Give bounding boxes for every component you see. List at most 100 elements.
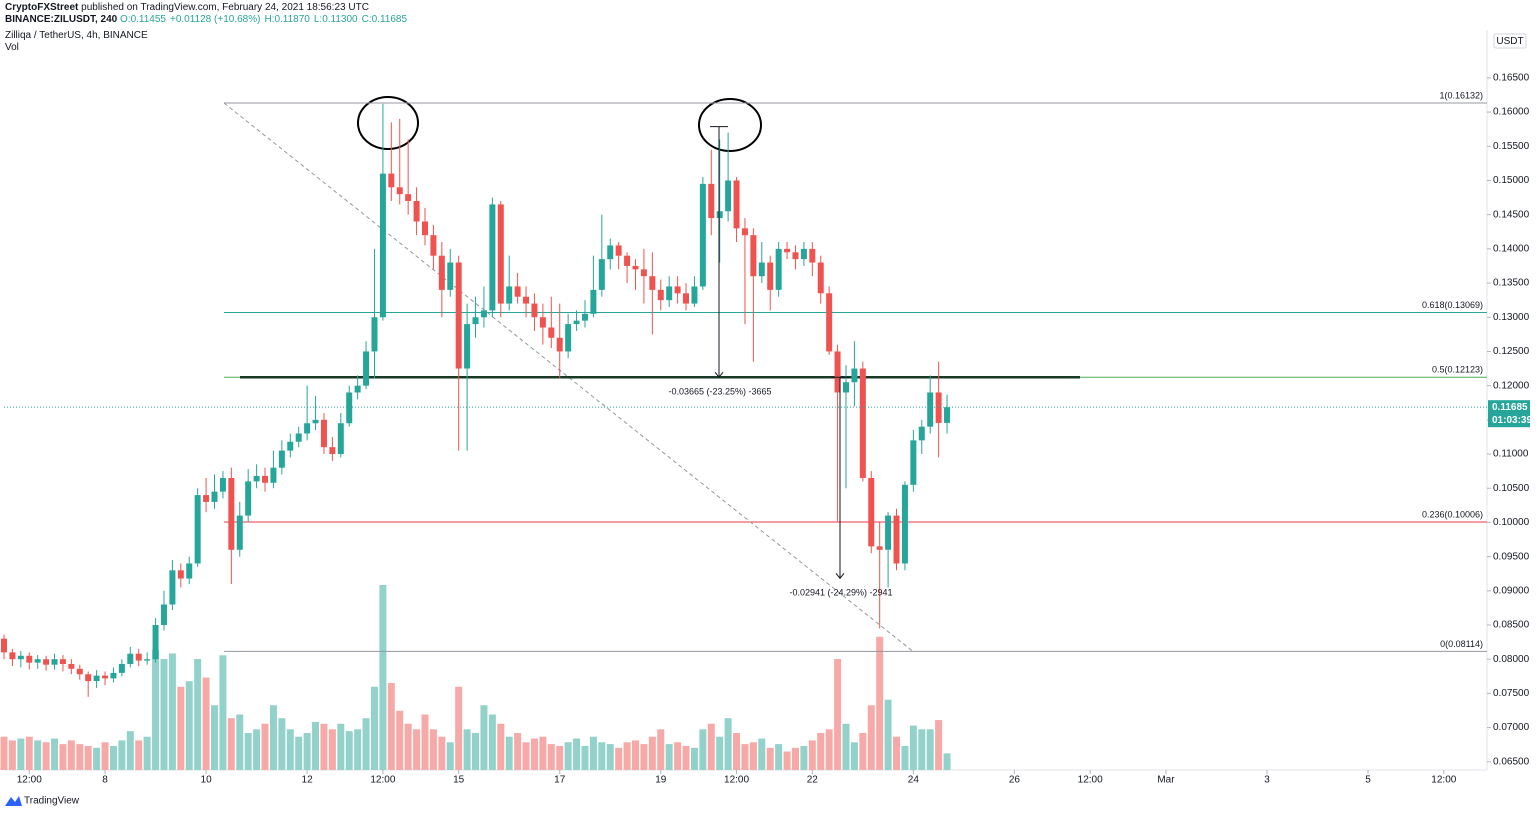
candle-body (632, 265, 639, 270)
y-tick-label: 0.09500 (1493, 551, 1530, 562)
candle-body (523, 296, 530, 304)
y-tick-label: 0.10000 (1493, 517, 1530, 528)
candle-body (843, 382, 849, 393)
candle-body (194, 495, 201, 564)
quote-item: +0.01128 (+10.68%) (170, 14, 261, 25)
volume-bar (926, 729, 934, 770)
candle-body (320, 419, 327, 448)
candle-body (102, 675, 109, 679)
brand: TradingView (24, 796, 80, 807)
volume-bar (446, 742, 454, 770)
candle-body (565, 324, 572, 352)
measure-arrow (714, 371, 724, 379)
fib-label: 1(0.16132) (1439, 90, 1483, 100)
candle-body (93, 675, 100, 682)
volume-bar (25, 736, 33, 770)
volume-bar (236, 714, 244, 770)
candle-body (548, 327, 555, 338)
currency-box[interactable] (1493, 33, 1527, 49)
x-tick-label: 24 (908, 775, 920, 786)
candle-body (893, 515, 900, 564)
candle-body (51, 659, 58, 665)
candle-body (868, 477, 875, 547)
volume-bar (850, 742, 858, 770)
candle-body (388, 173, 395, 188)
volume-bar (253, 729, 261, 770)
x-tick-label: 12:00 (1078, 775, 1103, 786)
y-tick-label: 0.10500 (1493, 483, 1530, 494)
volume-bar (564, 742, 572, 770)
volume-bar (648, 736, 656, 770)
candle-body (169, 570, 176, 605)
volume-bar (766, 747, 774, 770)
candle-body (152, 625, 159, 660)
candle-body (741, 228, 748, 236)
candle-body (228, 477, 235, 550)
candle-body (295, 433, 302, 442)
publisher: CryptoFXStreet (5, 2, 79, 13)
volume-bar (472, 733, 480, 770)
candle-body (59, 659, 66, 664)
x-tick-label: 26 (1009, 775, 1021, 786)
y-tick-label: 0.14500 (1493, 209, 1530, 220)
x-tick-label: 12:00 (370, 775, 395, 786)
volume-bar (589, 736, 597, 770)
volume-bar (615, 747, 623, 770)
candle-body (363, 351, 370, 386)
candle-body (371, 317, 378, 352)
volume-bar (733, 733, 741, 770)
volume-bar (101, 742, 109, 770)
volume-bar (396, 710, 404, 770)
y-tick-label: 0.12000 (1493, 380, 1530, 391)
x-tick-label: 12 (302, 775, 314, 786)
candle-body (876, 546, 883, 550)
candle-body (590, 289, 597, 314)
volume-bar (413, 729, 421, 770)
candle-body (834, 351, 841, 393)
candle-body (118, 663, 125, 673)
candle-body (607, 245, 614, 260)
candle-body (329, 447, 336, 455)
published: published on TradingView.com, February 2… (81, 2, 369, 13)
candle-body (354, 385, 361, 393)
volume-bar (109, 745, 117, 770)
volume-bar (539, 736, 547, 770)
volume-bar (152, 649, 160, 770)
volume-bar (488, 714, 496, 770)
y-tick-label: 0.13500 (1493, 278, 1530, 289)
candle-body (514, 286, 521, 297)
volume-bar (665, 744, 673, 770)
volume-bar (202, 677, 210, 770)
volume-bar (118, 740, 126, 770)
volume-bar (884, 699, 892, 770)
x-tick-label: 8 (102, 775, 108, 786)
fib-label: 0.5(0.12123) (1432, 365, 1483, 375)
volume-bar (918, 729, 926, 770)
volume-bar (817, 733, 825, 770)
candle-body (17, 655, 24, 660)
candle-body (85, 674, 92, 682)
candle-body (733, 180, 740, 229)
volume-bar (901, 745, 909, 770)
currency: USDT (1496, 36, 1523, 47)
symbol: BINANCE:ZILUSDT, 240 (5, 14, 118, 25)
y-tick-label: 0.16500 (1493, 73, 1530, 84)
y-tick-label: 0.12500 (1493, 346, 1530, 357)
candle-body (506, 286, 513, 304)
volume-bar (261, 723, 269, 770)
candle-body (312, 419, 319, 424)
candle-body (851, 368, 858, 383)
volume-bar (337, 723, 345, 770)
volume-bar (126, 731, 134, 770)
candle-body (699, 183, 706, 287)
x-tick-label: 12:00 (1431, 775, 1456, 786)
y-tick-label: 0.07000 (1493, 722, 1530, 733)
candle-body (674, 286, 681, 294)
header: CryptoFXStreet published on TradingView.… (5, 2, 415, 54)
candle-body (935, 392, 942, 423)
volume-bar (842, 723, 850, 770)
volume-bar (623, 742, 631, 770)
volume-bar (716, 736, 724, 770)
volume-bar (640, 744, 648, 770)
